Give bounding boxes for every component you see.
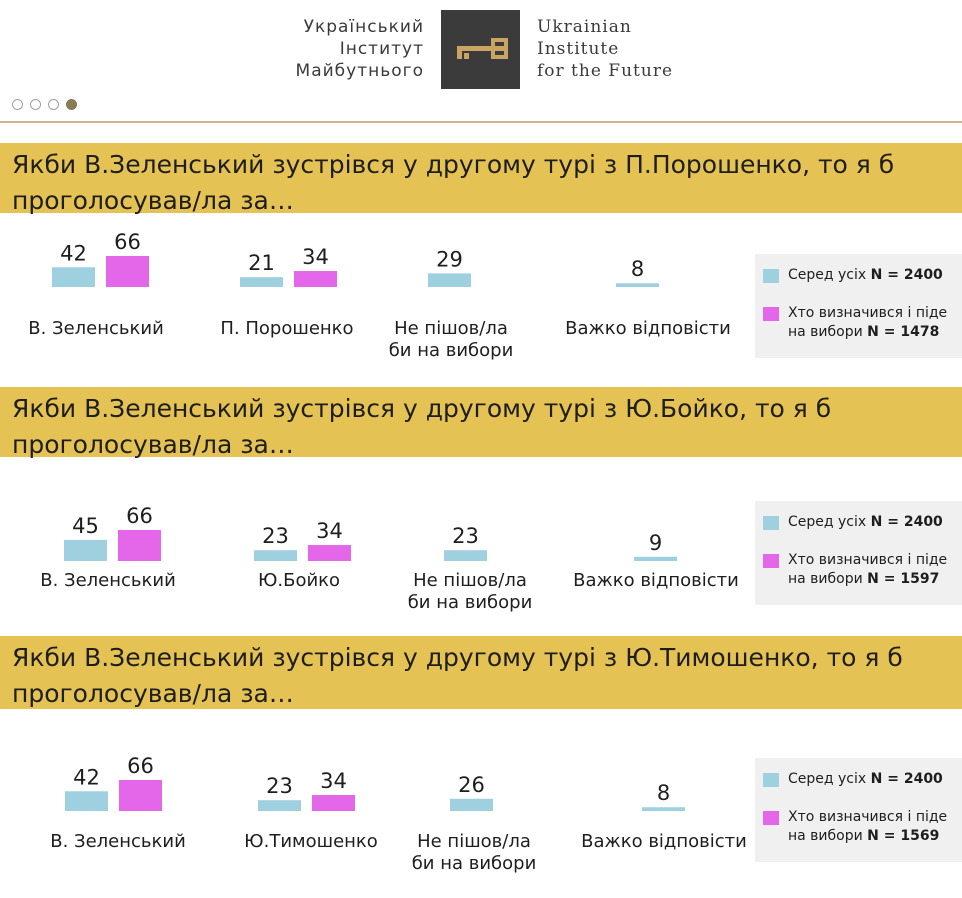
data-label: 34 — [320, 769, 347, 793]
chart-plot: 42 66 В. Зеленський 21 34 П. Порошенко 29 Не пі… — [28, 230, 731, 361]
org-name-ua: Український Інститут Майбутнього — [295, 17, 424, 81]
chart-title-band: Якби В.Зеленський зустрівся у другому ту… — [0, 636, 962, 709]
data-label: 21 — [248, 251, 275, 275]
category-label: П. Порошенко — [220, 318, 353, 339]
data-label: 29 — [436, 247, 463, 271]
category-label: Не пішов/ла би на вибори — [408, 570, 533, 613]
bar-all — [450, 798, 493, 811]
bar-decided — [118, 529, 161, 561]
data-label: 9 — [649, 531, 662, 555]
category-label: В. Зеленський — [28, 318, 164, 339]
bar-all — [634, 556, 677, 561]
data-label: 66 — [114, 230, 141, 254]
header-divider — [0, 121, 962, 123]
chart-legend: Серед усіх N = 2400 Хто визначився і під… — [755, 758, 962, 862]
bar-all — [642, 807, 685, 811]
legend-swatch-all — [763, 269, 779, 283]
chart-title: Якби В.Зеленський зустрівся у другому ту… — [12, 643, 903, 708]
bar-all — [616, 283, 659, 287]
category-label: Не пішов/ла би на вибори — [389, 318, 514, 361]
chart-plot: 45 66 В. Зеленський 23 34 Ю.Бойко 23 Не пішов/л… — [40, 504, 739, 613]
data-label: 42 — [73, 765, 100, 789]
data-label: 66 — [126, 504, 153, 528]
slide-dot-2[interactable] — [30, 99, 41, 110]
bar-all — [64, 539, 107, 561]
chart-title: Якби В.Зеленський зустрівся у другому ту… — [12, 150, 895, 215]
data-label: 34 — [302, 245, 329, 269]
slide-dot-3[interactable] — [48, 99, 59, 110]
category-label: В. Зеленський — [40, 570, 176, 591]
category-label: Ю.Тимошенко — [244, 831, 378, 852]
data-label: 34 — [316, 519, 343, 543]
bar-decided — [294, 271, 337, 287]
data-label: 45 — [72, 514, 99, 538]
data-label: 23 — [452, 524, 479, 548]
chart-panel-2: Якби В.Зеленський зустрівся у другому ту… — [0, 387, 962, 617]
data-label: 23 — [262, 524, 289, 548]
data-label: 8 — [657, 781, 670, 805]
data-label: 26 — [458, 773, 485, 797]
chart-legend: Серед усіх N = 2400 Хто визначився і під… — [755, 501, 962, 605]
chart-title-band: Якби В.Зеленський зустрівся у другому ту… — [0, 143, 962, 215]
logo — [441, 10, 520, 89]
bar-all — [65, 791, 108, 811]
bar-all — [428, 273, 471, 287]
category-label: Ю.Бойко — [258, 570, 340, 591]
legend-swatch-decided — [763, 811, 779, 825]
chart-title-band: Якби В.Зеленський зустрівся у другому ту… — [0, 387, 962, 459]
data-label: 42 — [60, 241, 87, 265]
data-label: 66 — [127, 754, 154, 778]
legend-swatch-all — [763, 516, 779, 530]
data-label: 8 — [631, 257, 644, 281]
chart-panel-1: Якби В.Зеленський зустрівся у другому ту… — [0, 143, 962, 373]
category-label: Не пішов/ла би на вибори — [412, 831, 537, 874]
header: Український Інститут Майбутнього Ukraini… — [0, 0, 962, 124]
bar-all — [258, 800, 301, 811]
bar-decided — [312, 795, 355, 811]
key-icon — [457, 38, 508, 59]
bar-all — [444, 550, 487, 561]
legend-swatch-decided — [763, 554, 779, 568]
chart-title: Якби В.Зеленський зустрівся у другому ту… — [12, 394, 832, 459]
slide-dot-1[interactable] — [12, 99, 23, 110]
bar-decided — [308, 545, 351, 561]
slide-dot-4[interactable] — [66, 99, 77, 110]
legend-swatch-decided — [763, 307, 779, 321]
bar-all — [52, 267, 95, 287]
category-label: В. Зеленський — [50, 831, 186, 852]
chart-plot: 42 66 В. Зеленський 23 34 Ю.Тимошенко 26 Не піш… — [50, 754, 747, 874]
legend-swatch-all — [763, 773, 779, 787]
bar-all — [254, 550, 297, 561]
bar-decided — [106, 255, 149, 287]
bar-decided — [119, 779, 162, 811]
category-label: Важко відповісти — [581, 831, 747, 852]
category-label: Важко відповісти — [565, 318, 731, 339]
data-label: 23 — [266, 774, 293, 798]
chart-legend: Серед усіх N = 2400 Хто визначився і під… — [755, 254, 962, 358]
org-name-en: Ukrainian Institute for the Future — [537, 17, 674, 81]
bar-all — [240, 277, 283, 287]
chart-panel-3: Якби В.Зеленський зустрівся у другому ту… — [0, 636, 962, 886]
category-label: Важко відповісти — [573, 570, 739, 591]
